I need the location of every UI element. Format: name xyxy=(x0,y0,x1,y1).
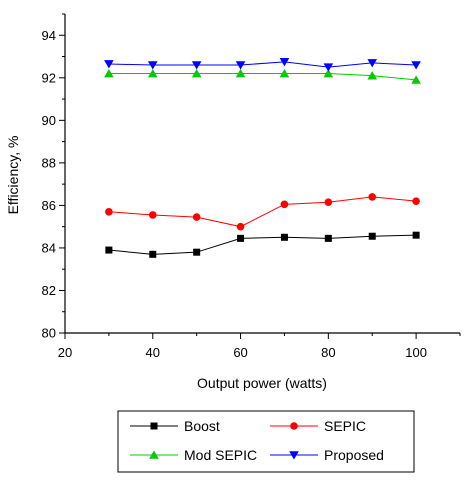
mod-sepic-point xyxy=(191,69,202,78)
mod-sepic-point xyxy=(104,69,114,78)
plot-axes xyxy=(64,14,460,334)
series-boost xyxy=(105,231,420,258)
mod-sepic-point xyxy=(279,69,290,78)
mod-sepic-line xyxy=(108,73,417,81)
boost-point xyxy=(105,246,113,254)
legend-label: Boost xyxy=(184,418,220,434)
sepic-line xyxy=(108,196,417,228)
mod-sepic-point xyxy=(235,69,246,78)
boost-point xyxy=(149,250,157,258)
sepic-point xyxy=(324,198,333,207)
mod-sepic-point xyxy=(367,71,378,80)
sepic-point xyxy=(148,211,157,219)
proposed-line xyxy=(108,61,417,68)
x-tick-label: 40 xyxy=(146,345,160,360)
legend-label: SEPIC xyxy=(324,418,366,434)
y-axis-ticks: 80 82 84 86 88 90 92 94 xyxy=(42,13,65,341)
x-tick-label: 80 xyxy=(321,345,335,360)
boost-point xyxy=(237,234,245,242)
mod-sepic-point xyxy=(323,69,334,78)
mod-sepic-point xyxy=(147,69,158,78)
boost-point xyxy=(368,232,376,240)
y-tick-label: 92 xyxy=(42,70,56,85)
y-tick-label: 88 xyxy=(42,155,56,170)
x-axis-ticks: 20 40 60 80 100 xyxy=(58,333,461,360)
sepic-point xyxy=(105,207,113,216)
boost-line xyxy=(108,234,417,255)
y-tick-label: 82 xyxy=(42,283,56,298)
legend-item-mod-sepic: Mod SEPIC xyxy=(130,447,257,463)
y-tick-label: 90 xyxy=(42,113,56,128)
sepic-point xyxy=(280,200,289,209)
proposed-point xyxy=(279,58,290,67)
legend-marker xyxy=(150,422,158,430)
proposed-point xyxy=(235,61,246,70)
legend: Boost SEPIC Mod SEPIC Proposed xyxy=(117,410,415,473)
proposed-point xyxy=(104,60,114,69)
x-tick-label: 20 xyxy=(58,345,72,360)
y-axis-label: Efficiency, % xyxy=(5,136,21,215)
boost-point xyxy=(324,234,332,242)
proposed-point xyxy=(147,61,158,70)
y-tick-label: 86 xyxy=(42,198,56,213)
x-tick-label: 60 xyxy=(233,345,247,360)
proposed-point xyxy=(411,61,421,70)
series-layer xyxy=(104,58,421,258)
proposed-point xyxy=(323,63,334,72)
legend-item-proposed: Proposed xyxy=(270,447,384,463)
legend-marker xyxy=(149,450,159,459)
y-tick-label: 94 xyxy=(42,28,56,43)
legend-box xyxy=(117,410,415,473)
sepic-point xyxy=(192,213,201,221)
series-sepic xyxy=(105,193,420,231)
legend-item-boost: Boost xyxy=(130,418,220,434)
legend-item-sepic: SEPIC xyxy=(270,418,366,434)
boost-point xyxy=(193,248,201,256)
x-axis-label: Output power (watts) xyxy=(197,375,327,391)
boost-point xyxy=(412,231,420,239)
legend-marker xyxy=(290,422,298,430)
series-mod-sepic xyxy=(104,69,421,84)
proposed-point xyxy=(191,61,202,70)
boost-point xyxy=(280,233,288,241)
sepic-point xyxy=(236,222,245,231)
y-tick-label: 80 xyxy=(42,326,56,341)
series-proposed xyxy=(104,58,421,72)
proposed-point xyxy=(367,59,378,68)
y-tick-label: 84 xyxy=(42,240,56,255)
mod-sepic-point xyxy=(411,75,421,84)
legend-marker xyxy=(289,451,299,460)
legend-label: Mod SEPIC xyxy=(184,447,257,463)
sepic-point xyxy=(412,197,420,205)
legend-label: Proposed xyxy=(324,447,384,463)
sepic-point xyxy=(368,193,377,201)
x-tick-label: 100 xyxy=(405,345,427,360)
